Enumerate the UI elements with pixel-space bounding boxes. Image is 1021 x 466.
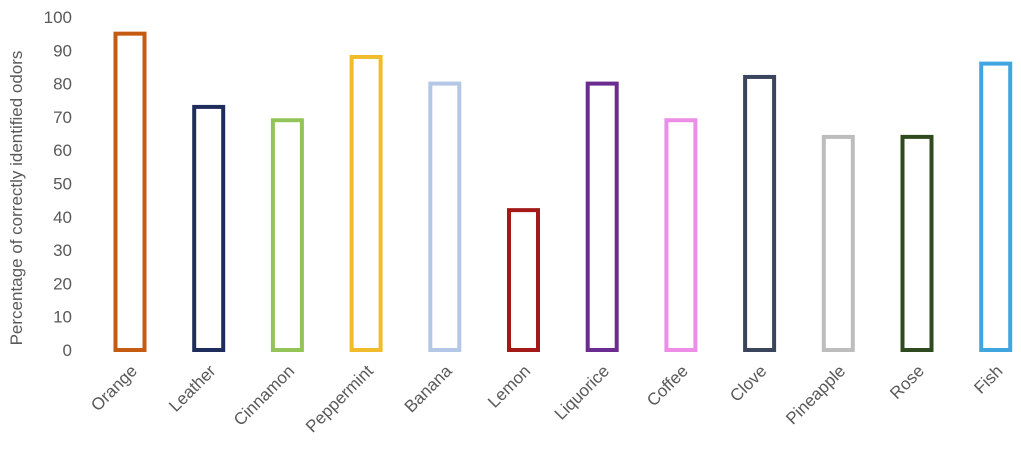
bar-orange <box>113 31 147 353</box>
bar-coffee <box>664 118 698 353</box>
x-category-label: Rose <box>886 361 927 402</box>
y-tick-label: 40 <box>53 208 72 227</box>
y-tick-label: 10 <box>53 308 72 327</box>
y-axis-ticks: 0 10 20 30 40 50 60 70 80 90 100 <box>44 8 72 360</box>
x-category-label: Peppermint <box>302 361 377 436</box>
x-category-label: Clove <box>726 361 770 405</box>
y-axis-label: Percentage of correctly identified odors <box>7 51 26 346</box>
bar-banana <box>428 81 462 352</box>
y-tick-label: 80 <box>53 75 72 94</box>
x-axis-labels: Orange Leather Cinnamon Peppermint Banana Lem… <box>87 361 1006 436</box>
bar-cinnamon <box>270 118 304 353</box>
bar-liquorice <box>585 81 619 352</box>
x-category-label: Fish <box>970 361 1006 397</box>
bar-clove <box>743 74 777 352</box>
x-category-label: Lemon <box>484 361 534 411</box>
x-category-label: Pineapple <box>782 361 849 428</box>
x-category-label: Cinnamon <box>230 361 298 429</box>
x-category-label: Leather <box>165 361 219 415</box>
bar-fish <box>979 61 1013 353</box>
y-tick-label: 50 <box>53 175 72 194</box>
y-tick-label: 20 <box>53 274 72 293</box>
bar-leather <box>192 104 226 352</box>
x-category-label: Orange <box>87 361 141 415</box>
y-tick-label: 30 <box>53 241 72 260</box>
bar-pineapple <box>821 134 855 352</box>
y-tick-label: 60 <box>53 141 72 160</box>
bar-lemon <box>507 208 540 352</box>
x-category-label: Liquorice <box>551 361 613 423</box>
bar-rose <box>900 134 934 352</box>
bar-peppermint <box>349 54 383 353</box>
y-tick-label: 70 <box>53 108 72 127</box>
y-tick-label: 0 <box>63 341 72 360</box>
x-category-label: Coffee <box>643 361 692 410</box>
y-tick-label: 90 <box>53 41 72 60</box>
bars <box>113 31 1013 353</box>
y-tick-label: 100 <box>44 8 72 27</box>
x-category-label: Banana <box>401 361 456 416</box>
